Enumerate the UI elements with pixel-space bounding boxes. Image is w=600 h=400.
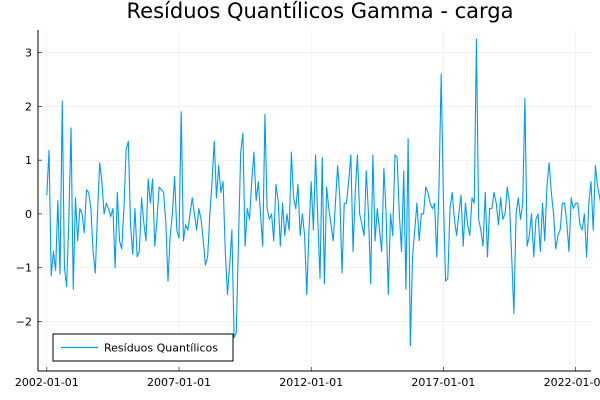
x-tick-label: 2022-01-01 <box>544 376 600 389</box>
series-line <box>46 38 600 347</box>
x-tick-label: 2012-01-01 <box>279 376 343 389</box>
y-tick-label: 3 <box>25 47 32 60</box>
y-tick-label: 0 <box>25 208 32 221</box>
axis-layer: 3 2 1 0 −1 −2 2002-01-01 2007-01-01 2012-01-01 20… <box>15 30 600 389</box>
x-tick-label: 2007-01-01 <box>147 376 211 389</box>
legend: Resíduos Quantílicos <box>52 333 234 362</box>
series-layer <box>46 38 600 347</box>
x-tick-label: 2002-01-01 <box>15 376 79 389</box>
y-tick-label: 1 <box>25 154 32 167</box>
y-tick-label: −1 <box>16 262 32 275</box>
chart-title: Resíduos Quantílicos Gamma - carga <box>127 0 514 23</box>
x-tick-label: 2017-01-01 <box>411 376 475 389</box>
legend-series-label: Resíduos Quantílicos <box>104 342 218 355</box>
y-tick-label: −2 <box>16 316 32 329</box>
y-tick-label: 2 <box>25 100 32 113</box>
